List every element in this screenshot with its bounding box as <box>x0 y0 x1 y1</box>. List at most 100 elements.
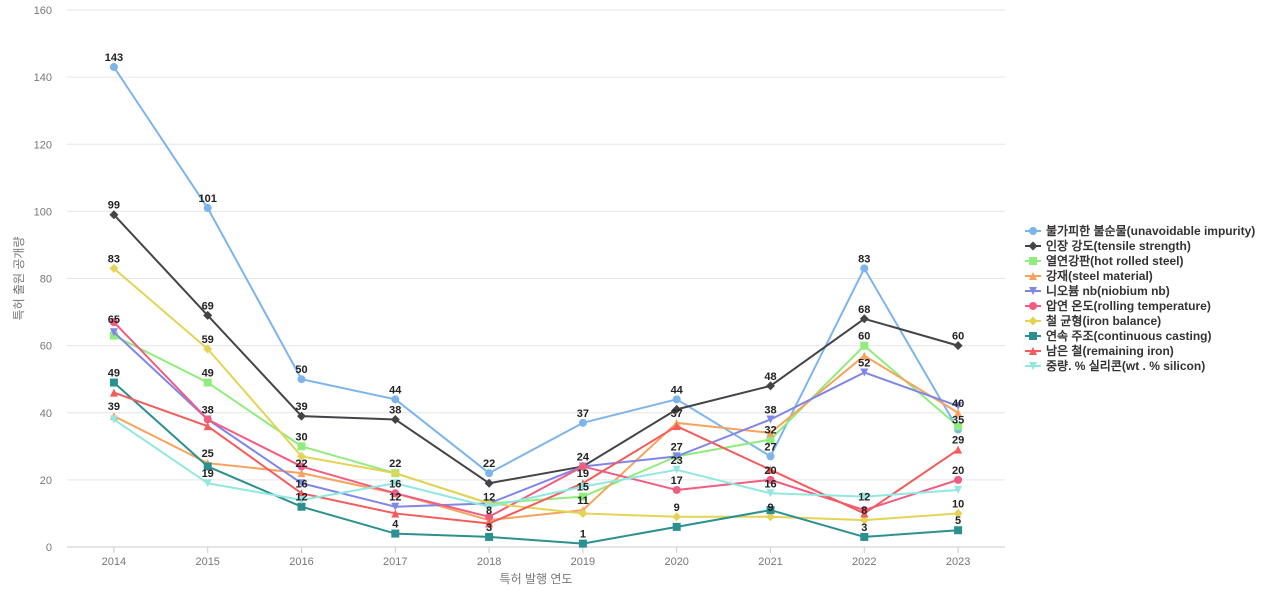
data-point <box>203 378 212 387</box>
data-point <box>485 519 494 528</box>
data-point <box>109 210 119 220</box>
y-tick-label: 80 <box>40 274 52 286</box>
series-line <box>112 381 960 545</box>
data-point <box>954 526 963 535</box>
data-point <box>954 475 963 484</box>
data-point <box>297 469 306 478</box>
legend-label: 열연강판(hot rolled steel) <box>1046 253 1184 268</box>
data-point <box>766 489 775 498</box>
legend-item[interactable]: 중량. % 실리콘(wt . % silicon) <box>1025 358 1205 373</box>
series-4 <box>109 351 963 525</box>
x-axis-title: 특허 발행 연도 <box>500 571 573 586</box>
data-label: 44 <box>671 384 684 396</box>
data-label: 143 <box>105 52 123 64</box>
x-tick-label: 2015 <box>195 556 219 568</box>
data-point <box>672 422 681 431</box>
legend-label: 철 균형(iron balance) <box>1046 313 1161 328</box>
data-label: 17 <box>671 475 683 487</box>
data-point <box>297 375 306 384</box>
data-point <box>203 204 212 213</box>
data-label: 16 <box>295 478 307 490</box>
data-point <box>297 479 306 488</box>
data-point <box>297 442 306 451</box>
data-label: 69 <box>202 300 214 312</box>
data-point <box>109 318 118 327</box>
data-label: 20 <box>952 465 964 477</box>
legend-label: 니오븀 nb(niobium nb) <box>1046 283 1170 298</box>
y-tick-label: 140 <box>34 72 52 84</box>
data-label: 12 <box>483 492 495 504</box>
data-point <box>391 502 400 511</box>
data-point <box>485 512 494 521</box>
data-label: 8 <box>486 505 492 517</box>
data-point <box>203 310 213 320</box>
data-point <box>578 492 587 501</box>
series-10 <box>109 415 963 511</box>
data-label: 25 <box>202 448 214 460</box>
data-label: 32 <box>764 425 776 437</box>
data-point <box>297 502 306 511</box>
legend-item[interactable]: 연속 주조(continuous casting) <box>1025 328 1212 343</box>
legend-symbol <box>1029 272 1037 280</box>
data-label: 22 <box>483 458 495 470</box>
x-tick-label: 2017 <box>383 556 407 568</box>
data-label: 49 <box>202 368 214 380</box>
legend-item[interactable]: 인장 강도(tensile strength) <box>1025 238 1191 253</box>
data-point <box>391 489 400 498</box>
legend-label: 압연 온도(rolling temperature) <box>1046 298 1211 313</box>
data-point <box>766 475 775 484</box>
data-point <box>109 263 119 273</box>
legend-item[interactable]: 압연 온도(rolling temperature) <box>1025 298 1211 313</box>
x-tick-label: 2016 <box>289 556 313 568</box>
data-label: 68 <box>858 304 870 316</box>
data-point <box>860 368 869 377</box>
data-point <box>109 378 118 387</box>
y-axis-title: 특허 출원 공개량 <box>12 237 26 321</box>
data-point <box>766 381 775 391</box>
data-point <box>672 452 681 461</box>
data-label: 99 <box>108 200 120 212</box>
data-label: 37 <box>671 408 683 420</box>
data-label: 60 <box>952 331 964 343</box>
data-label: 38 <box>389 404 401 416</box>
legend-item[interactable]: 불가피한 불순물(unavoidable impurity) <box>1025 223 1255 238</box>
legend-label: 중량. % 실리콘(wt . % silicon) <box>1046 358 1205 373</box>
legend-item[interactable]: 강재(steel material) <box>1025 269 1153 283</box>
data-label: 3 <box>861 522 867 534</box>
x-tick-label: 2023 <box>946 556 970 568</box>
data-label: 83 <box>108 253 120 265</box>
data-point <box>390 468 400 478</box>
data-label: 39 <box>108 401 120 413</box>
data-point <box>859 314 869 324</box>
data-point <box>672 485 681 494</box>
legend-symbol <box>1029 257 1037 265</box>
data-label: 20 <box>764 465 776 477</box>
data-point <box>203 422 212 431</box>
data-point <box>485 502 494 511</box>
data-label: 10 <box>952 498 964 510</box>
legend-label: 남은 철(remaining iron) <box>1046 343 1174 358</box>
data-point <box>860 509 869 518</box>
series-7 <box>109 263 963 525</box>
data-label: 16 <box>389 478 401 490</box>
legend-item[interactable]: 남은 철(remaining iron) <box>1025 343 1174 358</box>
data-label: 101 <box>199 193 217 205</box>
legend: 불가피한 불순물(unavoidable impurity)인장 강도(tens… <box>1025 223 1255 373</box>
legend-item[interactable]: 철 균형(iron balance) <box>1025 313 1161 328</box>
series-8 <box>109 378 963 548</box>
data-label: 22 <box>295 458 307 470</box>
data-label: 19 <box>577 468 589 480</box>
data-point <box>578 482 587 491</box>
x-tick-label: 2020 <box>664 556 688 568</box>
data-label: 40 <box>952 398 964 410</box>
data-label: 30 <box>295 431 307 443</box>
data-label: 27 <box>764 441 776 453</box>
legend-item[interactable]: 열연강판(hot rolled steel) <box>1025 253 1184 268</box>
data-point <box>297 489 306 498</box>
data-point <box>297 411 306 421</box>
series-1 <box>109 63 963 478</box>
legend-item[interactable]: 니오븀 nb(niobium nb) <box>1025 283 1170 298</box>
data-label: 83 <box>858 253 870 265</box>
data-point <box>578 539 587 548</box>
